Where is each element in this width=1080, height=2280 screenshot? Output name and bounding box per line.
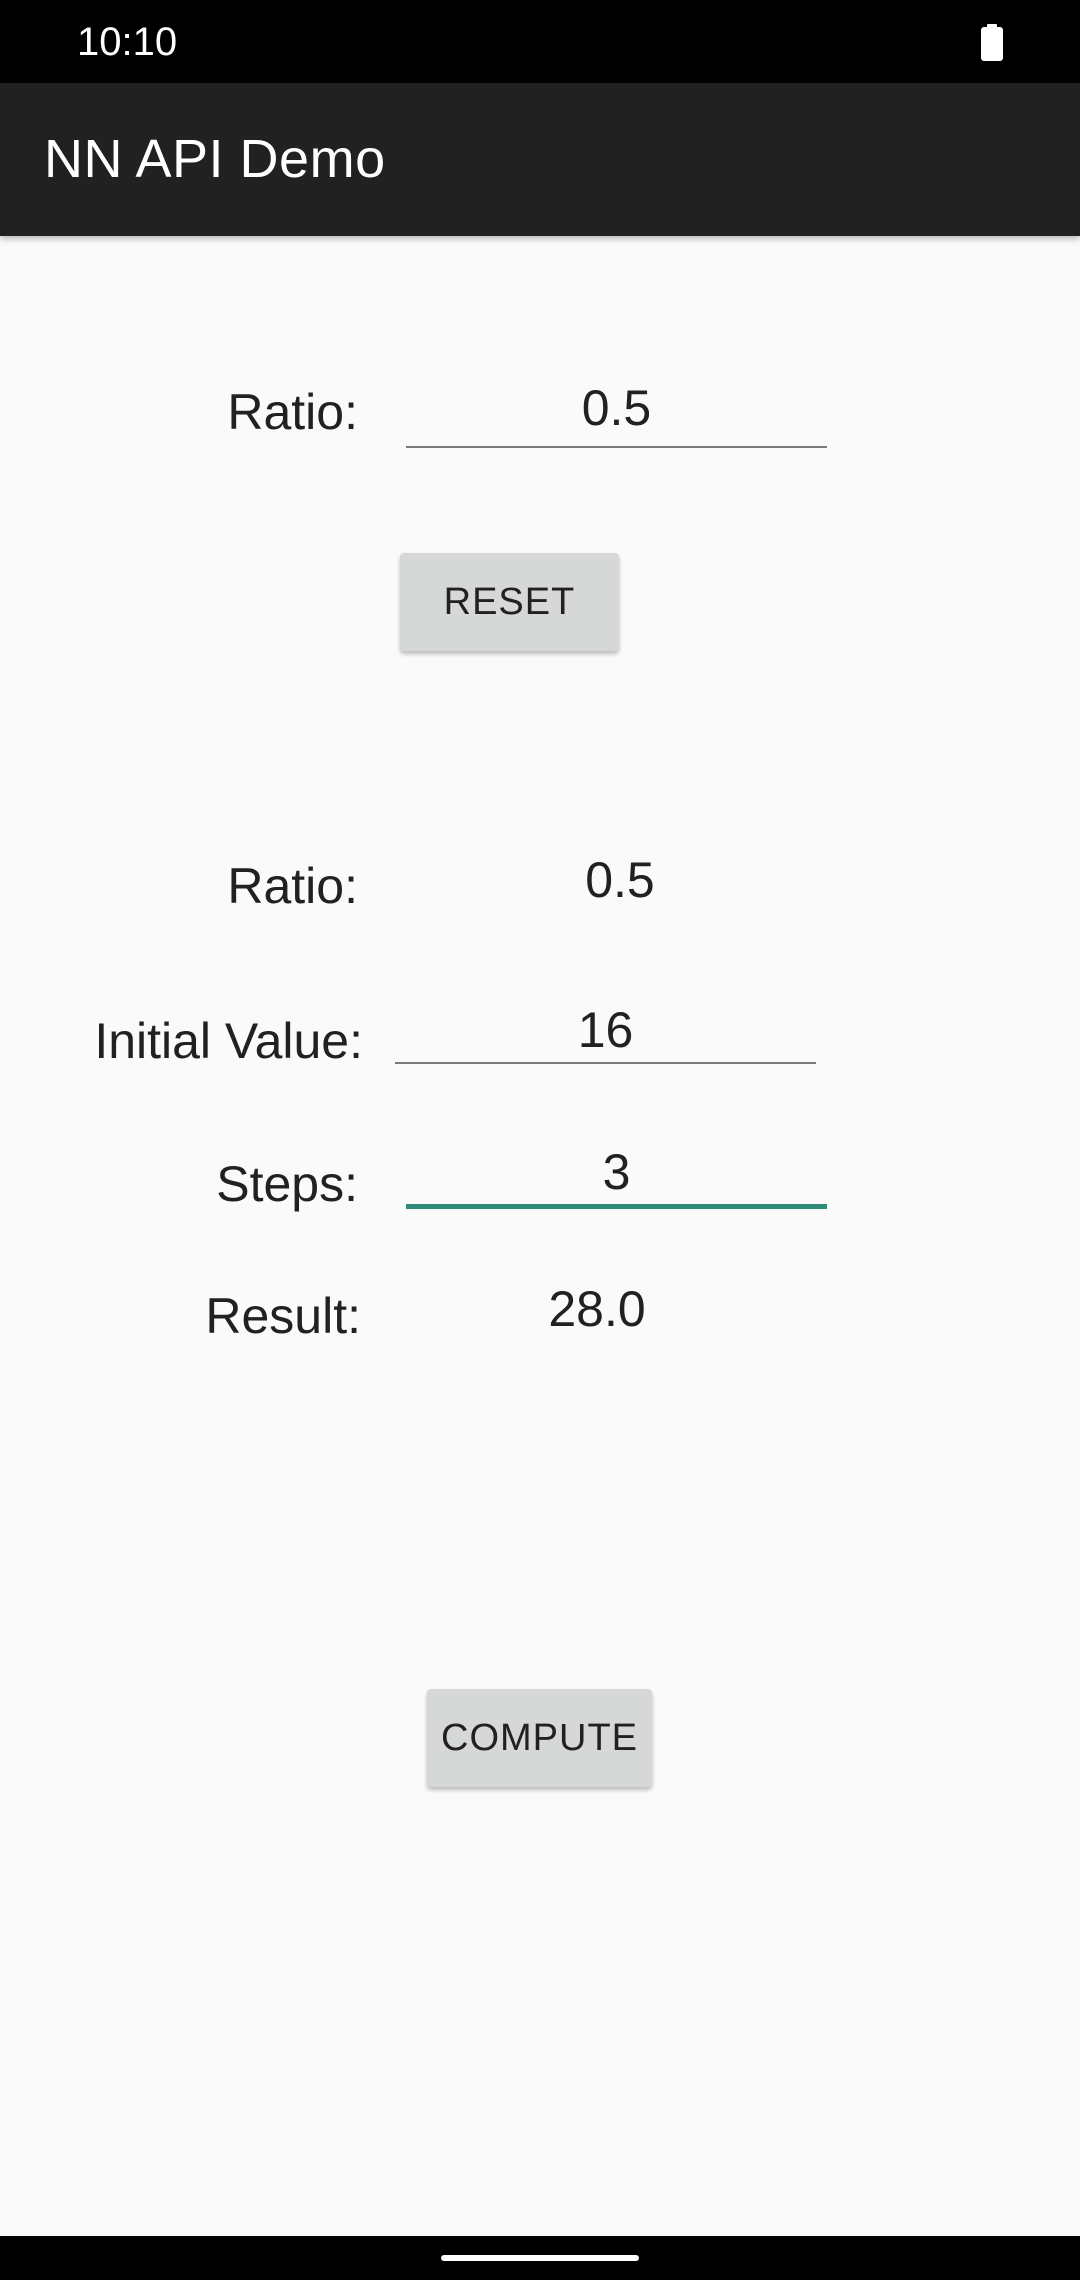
- steps-label: Steps:: [216, 1156, 358, 1212]
- compute-button[interactable]: COMPUTE: [427, 1689, 652, 1787]
- result-value: 28.0: [548, 1281, 646, 1337]
- steps-input[interactable]: [406, 1142, 827, 1202]
- initial-value-label: Initial Value:: [94, 1013, 363, 1069]
- home-gesture-handle[interactable]: [441, 2255, 639, 2261]
- battery-full-icon: [981, 24, 1003, 61]
- ratio-input[interactable]: [406, 378, 827, 438]
- app-title: NN API Demo: [44, 129, 386, 189]
- initial-value-underline: [395, 1062, 816, 1064]
- ratio-display-value: 0.5: [585, 852, 655, 908]
- reset-button[interactable]: RESET: [400, 553, 619, 651]
- initial-value-input[interactable]: [395, 1000, 816, 1060]
- navigation-bar: [0, 2236, 1080, 2280]
- status-time: 10:10: [77, 20, 178, 64]
- ratio-label: Ratio:: [227, 384, 358, 440]
- status-bar: 10:10: [0, 0, 1080, 83]
- result-label: Result:: [205, 1288, 361, 1344]
- ratio-input-underline: [406, 446, 827, 448]
- ratio-display-label: Ratio:: [227, 858, 358, 914]
- app-bar: NN API Demo: [0, 83, 1080, 236]
- steps-input-underline: [406, 1204, 827, 1209]
